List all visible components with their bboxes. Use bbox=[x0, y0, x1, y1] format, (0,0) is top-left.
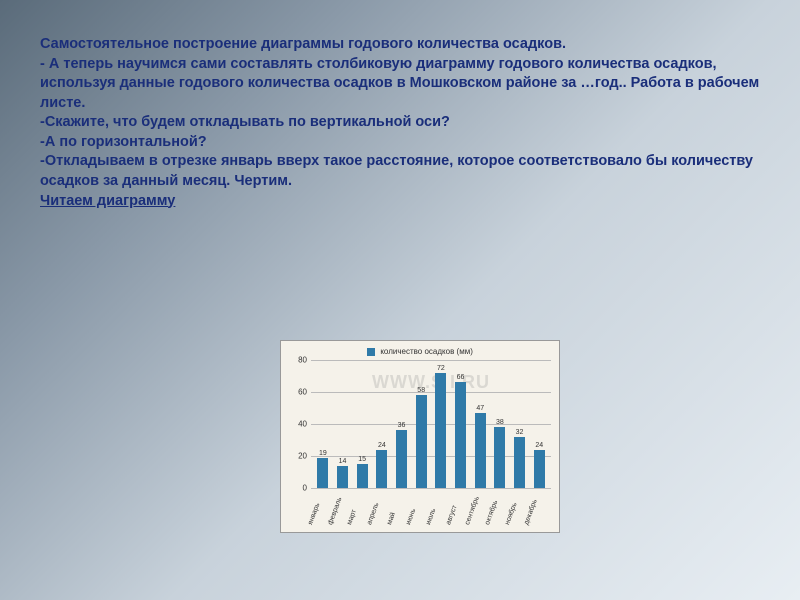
bar-column: 14 bbox=[333, 360, 353, 488]
gridline bbox=[311, 488, 551, 489]
bar-value-label: 19 bbox=[319, 450, 327, 457]
para-3: -Скажите, что будем откладывать по верти… bbox=[40, 113, 772, 133]
bar bbox=[455, 382, 466, 488]
bar bbox=[435, 373, 446, 488]
bar bbox=[317, 458, 328, 488]
bar-column: 32 bbox=[510, 360, 530, 488]
bar bbox=[396, 430, 407, 488]
bar bbox=[357, 464, 368, 488]
bar bbox=[376, 450, 387, 488]
chart-legend: количество осадков (мм) bbox=[289, 347, 551, 356]
bar-value-label: 58 bbox=[417, 387, 425, 394]
y-tick-label: 80 bbox=[291, 356, 307, 365]
bar bbox=[337, 466, 348, 488]
text-block: Самостоятельное построение диаграммы год… bbox=[40, 35, 772, 211]
bar bbox=[514, 437, 525, 488]
bar bbox=[475, 413, 486, 488]
bar-value-label: 32 bbox=[516, 429, 524, 436]
bar-column: 19 bbox=[313, 360, 333, 488]
bar-value-label: 15 bbox=[358, 456, 366, 463]
legend-label: количество осадков (мм) bbox=[380, 347, 473, 356]
chart-bars: 19 14 15 24 36 58 72 66 47 38 32 24 bbox=[311, 360, 551, 488]
legend-swatch bbox=[367, 348, 375, 356]
para-6: Читаем диаграмму bbox=[40, 192, 772, 212]
bar-column: 72 bbox=[431, 360, 451, 488]
bar-column: 66 bbox=[451, 360, 471, 488]
bar-column: 15 bbox=[352, 360, 372, 488]
precipitation-chart: количество осадков (мм) WWW.S I.RU 02040… bbox=[280, 340, 560, 533]
bar-value-label: 24 bbox=[535, 442, 543, 449]
bar-column: 47 bbox=[470, 360, 490, 488]
bar bbox=[534, 450, 545, 488]
bar-value-label: 38 bbox=[496, 419, 504, 426]
y-tick-label: 40 bbox=[291, 420, 307, 429]
slide-content: Самостоятельное построение диаграммы год… bbox=[0, 0, 800, 211]
bar-value-label: 66 bbox=[457, 374, 465, 381]
bar bbox=[494, 427, 505, 488]
chart-xaxis: январьфевральмартапрельмайиюньиюльавгуст… bbox=[311, 490, 551, 528]
bar-value-label: 72 bbox=[437, 365, 445, 372]
para-4: -А по горизонтальной? bbox=[40, 133, 772, 153]
bar-column: 24 bbox=[372, 360, 392, 488]
bar-value-label: 24 bbox=[378, 442, 386, 449]
para-5: -Откладываем в отрезке январь вверх тако… bbox=[40, 152, 772, 191]
para-1: Самостоятельное построение диаграммы год… bbox=[40, 35, 772, 55]
y-tick-label: 60 bbox=[291, 388, 307, 397]
bar-column: 36 bbox=[392, 360, 412, 488]
bar-value-label: 14 bbox=[339, 458, 347, 465]
bar-column: 24 bbox=[529, 360, 549, 488]
y-tick-label: 20 bbox=[291, 452, 307, 461]
bar-value-label: 36 bbox=[398, 422, 406, 429]
para-2: - А теперь научимся сами составлять стол… bbox=[40, 55, 772, 114]
y-tick-label: 0 bbox=[291, 484, 307, 493]
bar-column: 58 bbox=[411, 360, 431, 488]
bar bbox=[416, 395, 427, 488]
bar-value-label: 47 bbox=[476, 405, 484, 412]
chart-plot-area: WWW.S I.RU 020406080 1914152436587266473… bbox=[311, 360, 551, 488]
bar-column: 38 bbox=[490, 360, 510, 488]
